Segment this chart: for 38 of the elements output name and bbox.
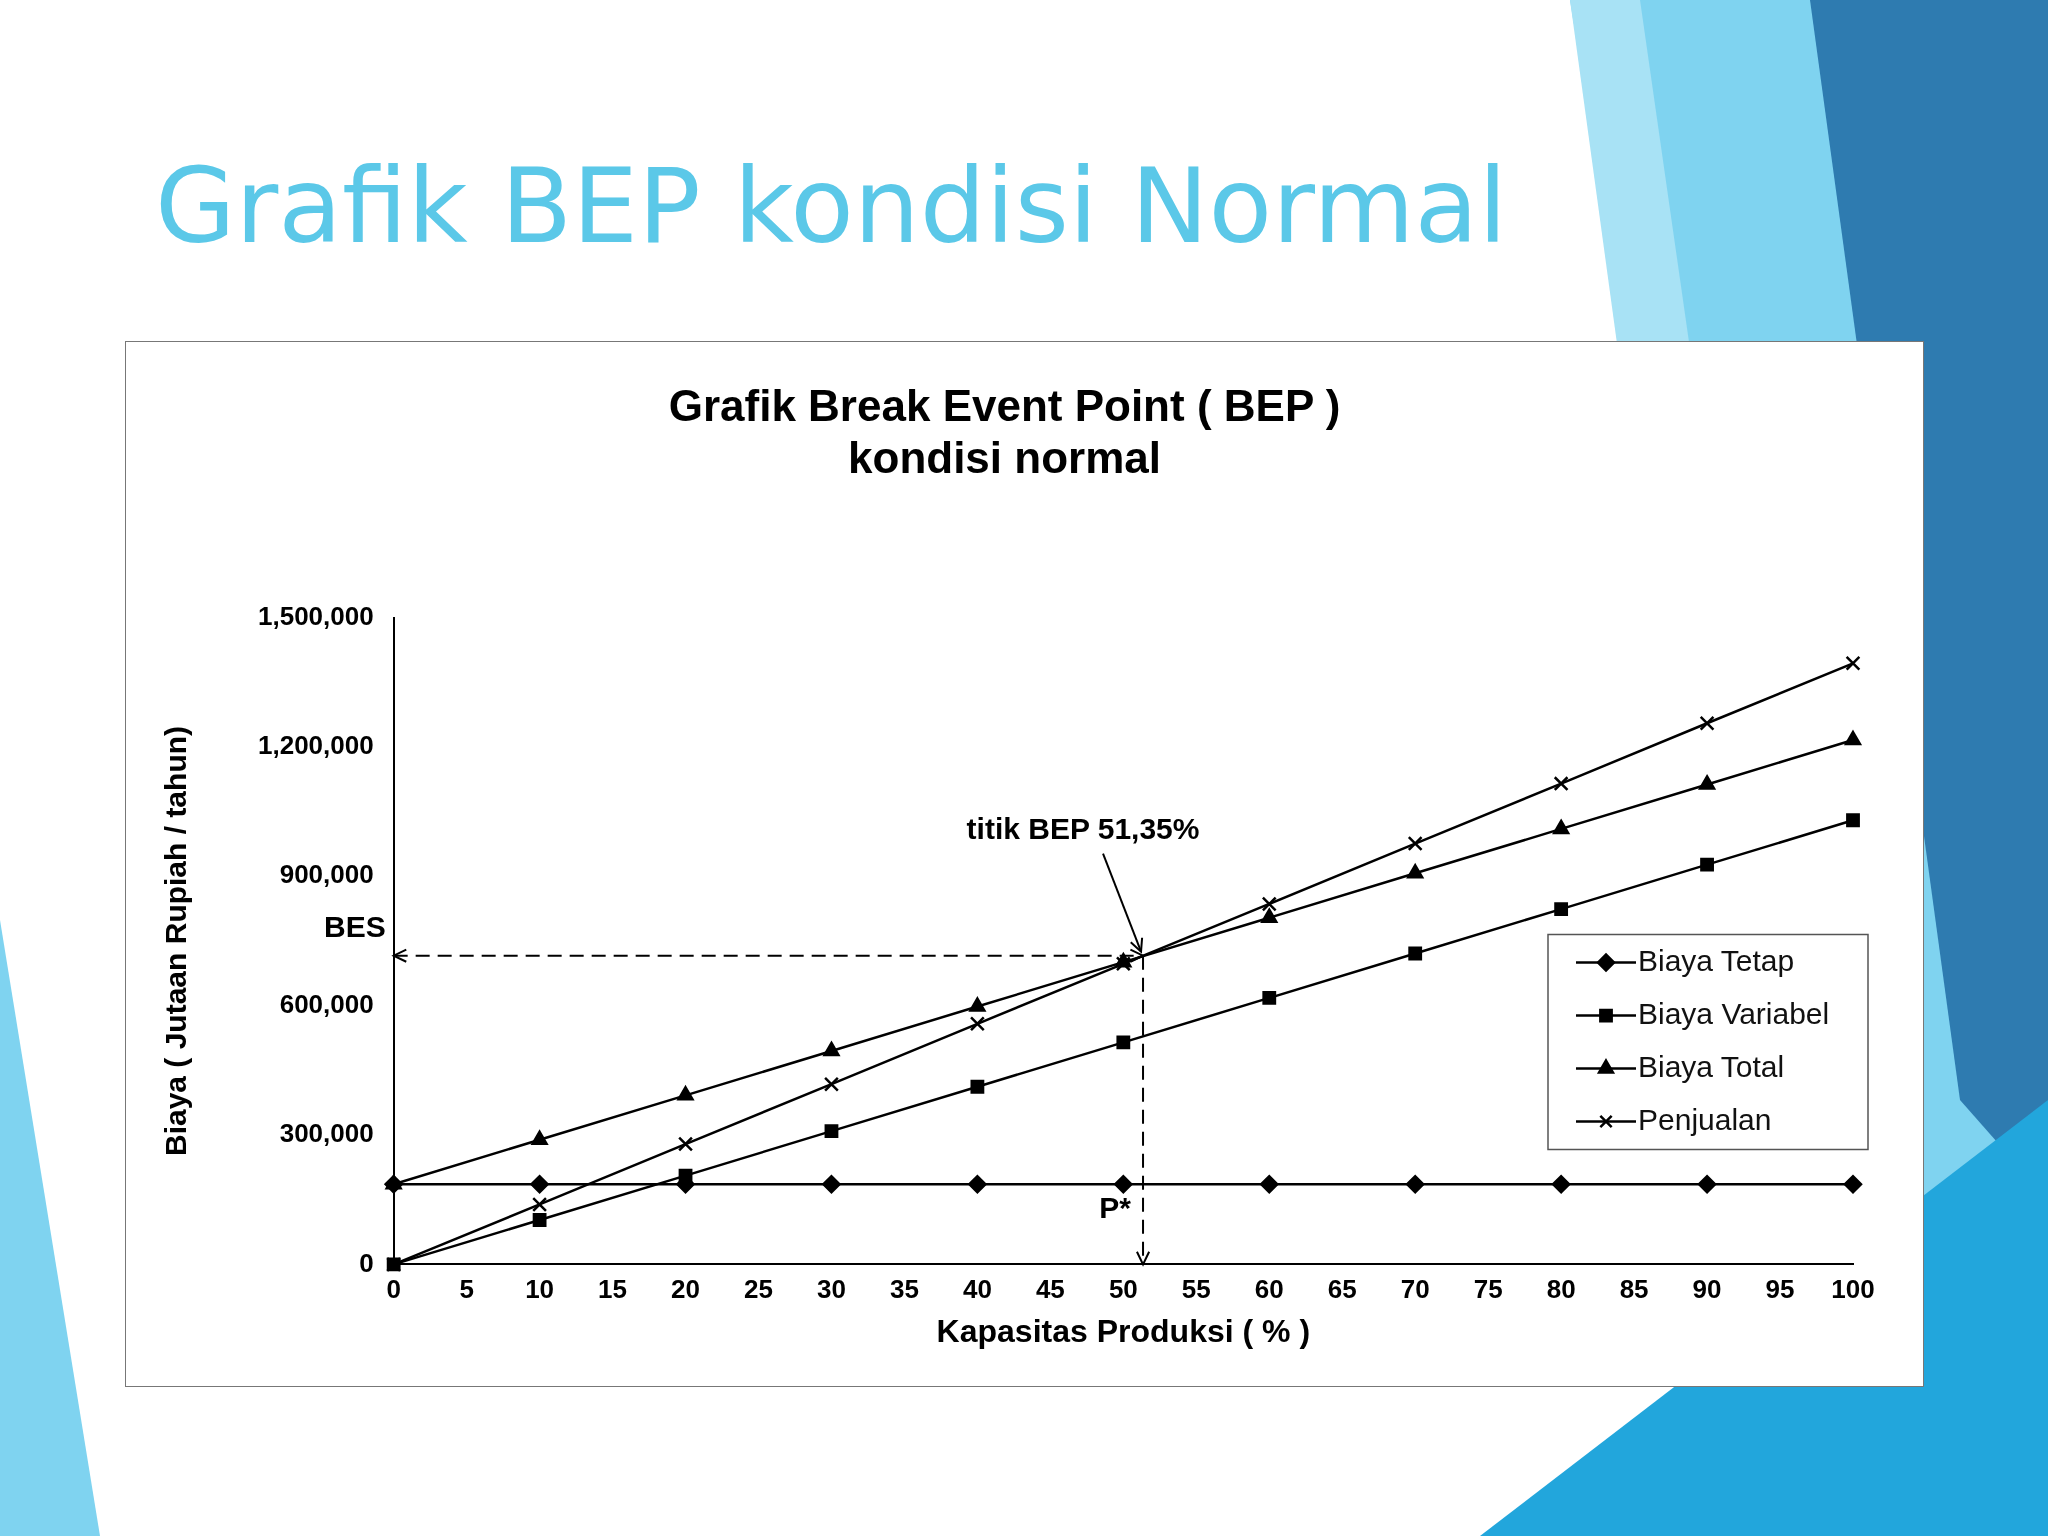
x-tick-label: 35 — [889, 1274, 919, 1305]
x-tick-label: 70 — [1400, 1274, 1430, 1305]
x-tick-label: 25 — [744, 1274, 773, 1305]
x-tick-label: 45 — [1035, 1274, 1065, 1305]
x-axis-title: Kapasitas Produksi ( % ) — [936, 1312, 1311, 1349]
legend-label: Penjualan — [1638, 1102, 1772, 1136]
legend-label: Biaya Total — [1638, 1049, 1785, 1083]
x-tick-label: 30 — [817, 1274, 846, 1305]
x-tick-label: 55 — [1181, 1274, 1211, 1305]
y-axis-title: Biaya ( Jutaan Rupiah / tahun) — [159, 725, 193, 1157]
y-tick-label: 300,000 — [279, 1118, 374, 1149]
ref-line-label: P* — [1099, 1190, 1132, 1224]
x-tick-label: 5 — [459, 1274, 474, 1305]
x-tick-label: 65 — [1327, 1274, 1357, 1305]
annotation: titik BEP 51,35% — [966, 811, 1200, 845]
chart-title: Grafik BEP kondisi Normal — [155, 145, 1508, 267]
y-tick-label: 600,000 — [279, 988, 374, 1019]
y-tick-label: 1,500,000 — [258, 600, 374, 631]
x-tick-label: 90 — [1692, 1274, 1722, 1305]
x-tick-label: 0 — [386, 1274, 401, 1305]
y-tick-label: 0 — [359, 1247, 374, 1278]
y-tick-label: 900,000 — [279, 859, 374, 890]
x-tick-label: 75 — [1473, 1274, 1503, 1305]
x-tick-label: 100 — [1831, 1274, 1875, 1305]
chart-subtitle: Grafik Break Event Point ( BEP ) kondisi normal — [668, 380, 1341, 483]
legend-label: Biaya Variabel — [1638, 996, 1830, 1030]
x-tick-label: 20 — [671, 1274, 700, 1305]
x-tick-label: 85 — [1619, 1274, 1649, 1305]
x-tick-label: 95 — [1765, 1274, 1795, 1305]
x-tick-label: 60 — [1254, 1274, 1284, 1305]
x-tick-label: 50 — [1108, 1274, 1138, 1305]
x-tick-label: 40 — [962, 1274, 992, 1305]
legend-label: Biaya Tetap — [1638, 943, 1795, 977]
x-tick-label: 80 — [1546, 1274, 1576, 1305]
ref-line-label: BES — [323, 909, 386, 943]
x-tick-label: 10 — [525, 1274, 555, 1305]
x-tick-label: 15 — [598, 1274, 628, 1305]
y-tick-label: 1,200,000 — [258, 730, 374, 761]
